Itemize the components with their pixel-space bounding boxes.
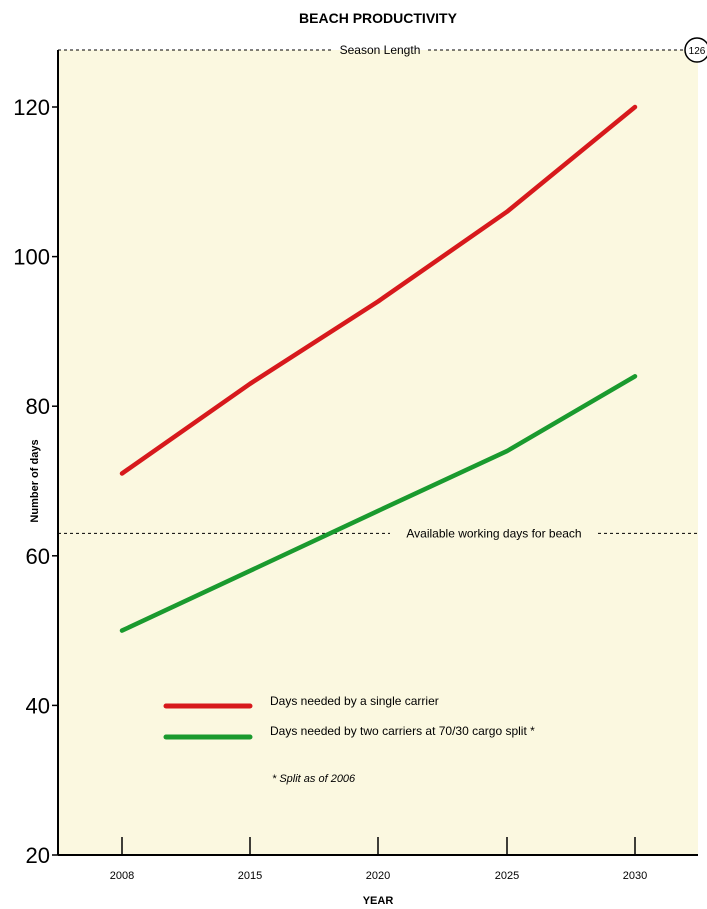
y-tick-label: 120 [13, 95, 50, 120]
reference-lines: Season Length 126 Available working days f… [58, 37, 707, 540]
y-tick-label: 60 [26, 544, 50, 569]
series-layer [119, 104, 638, 633]
x-axis-title: YEAR [363, 895, 394, 907]
axes: 20 40 60 80 100 120 2008 2015 2020 2025 2030 [13, 50, 698, 882]
x-tick-label: 2008 [110, 870, 134, 882]
y-axis-title: Number of days [29, 439, 41, 522]
legend-label-single-carrier: Days needed by a single carrier [270, 694, 439, 708]
x-tick-label: 2020 [366, 870, 390, 882]
legend-label-two-carriers: Days needed by two carriers at 70/30 car… [270, 724, 535, 738]
y-tick-label: 40 [26, 693, 50, 718]
season-length-badge [684, 37, 707, 63]
y-tick-label: 20 [26, 843, 50, 868]
x-tick-label: 2015 [238, 870, 262, 882]
x-tick-label: 2025 [495, 870, 519, 882]
season-length-badge-value: 126 [689, 46, 706, 57]
season-length-label: Season Length [340, 43, 421, 57]
y-tick-label: 80 [26, 394, 50, 419]
legend: Days needed by a single carrier Days nee… [163, 694, 535, 785]
plot-background [58, 50, 698, 855]
working-days-label: Available working days for beach [406, 526, 581, 540]
x-tick-label: 2030 [623, 870, 647, 882]
chart-title: BEACH PRODUCTIVITY [299, 10, 458, 26]
y-tick-label: 100 [13, 245, 50, 270]
footnote: * Split as of 2006 [272, 773, 356, 785]
